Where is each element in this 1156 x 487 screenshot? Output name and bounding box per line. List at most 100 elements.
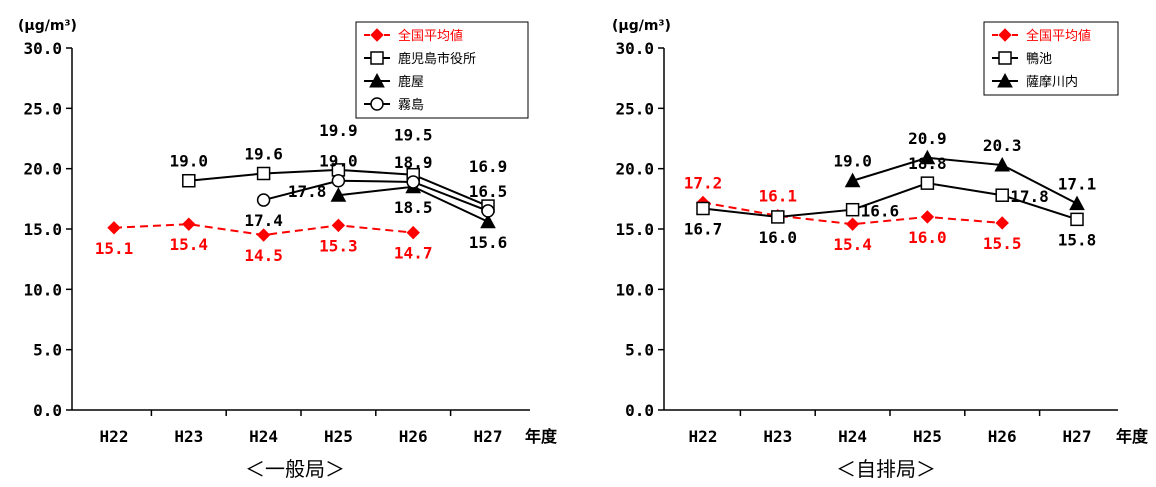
legend-marker [997, 72, 1013, 88]
x-tick-label: H24 [249, 427, 278, 446]
panel-title: ＜自排局＞ [836, 457, 936, 481]
y-tick-label: 0.0 [33, 401, 62, 420]
legend-label: 全国平均値 [398, 28, 463, 44]
data-point [919, 149, 936, 165]
data-point [696, 201, 710, 216]
data-label: 18.5 [394, 198, 433, 217]
data-label: 14.5 [244, 246, 283, 265]
data-point [406, 225, 420, 240]
x-axis-label: 年度 [525, 427, 558, 446]
y-tick-label: 25.0 [615, 99, 654, 118]
data-point [331, 218, 346, 233]
chart-panel-2: 0.0 5.0 10.0 15.0 20.0 25.0 30.0 H22 H23 H24 H25 H2… [612, 18, 1149, 481]
legend-marker [370, 51, 384, 65]
data-label: 16.9 [469, 157, 508, 176]
data-label: 17.4 [244, 211, 283, 230]
y-tick-label: 0.0 [625, 401, 654, 420]
data-label: 16.1 [759, 187, 798, 206]
legend-marker [369, 72, 385, 88]
data-label: 16.7 [684, 219, 723, 238]
data-point [844, 172, 861, 188]
data-point [481, 204, 495, 218]
data-point [1070, 212, 1084, 227]
y-tick-label: 5.0 [33, 341, 62, 360]
x-tick-label: H25 [324, 427, 353, 446]
series-4 [256, 173, 495, 218]
data-point [994, 156, 1011, 172]
legend-label: 霧島 [398, 98, 424, 113]
data-label: 15.6 [469, 233, 508, 252]
x-tick-label: H25 [913, 427, 942, 446]
y-tick-label: 30.0 [615, 39, 654, 58]
y-tick-label: 20.0 [615, 160, 654, 179]
data-point [1069, 195, 1085, 211]
series-2 [696, 176, 1084, 227]
legend-label: 全国平均値 [1026, 28, 1091, 44]
data-label: 19.5 [394, 126, 433, 145]
data-point [845, 217, 860, 231]
x-axis-label: 年度 [1116, 427, 1149, 446]
series-1 [107, 217, 420, 242]
data-point [920, 210, 935, 224]
x-tick-label: H24 [838, 427, 867, 446]
data-point [406, 175, 420, 189]
data-point [331, 173, 346, 188]
data-label: 16.6 [861, 202, 900, 221]
data-point [182, 173, 196, 188]
series-3 [844, 149, 1085, 211]
data-label: 16.0 [759, 228, 798, 247]
legend-label: 鹿屋 [398, 74, 424, 90]
series-line [702, 182, 1078, 221]
y-tick-label: 30.0 [23, 39, 62, 58]
x-tick-label: H23 [763, 427, 792, 446]
data-label: 19.0 [319, 152, 358, 171]
data-point [995, 188, 1009, 202]
data-label: 19.9 [319, 121, 358, 140]
y-tick-label: 25.0 [23, 99, 62, 118]
data-point [107, 221, 121, 235]
data-label: 18.8 [908, 154, 947, 173]
data-label: 15.4 [833, 235, 872, 254]
legend-marker [998, 51, 1012, 65]
y-tick-label: 10.0 [615, 280, 654, 299]
series-line [702, 201, 1003, 226]
data-label: 17.8 [1010, 187, 1049, 206]
data-point [995, 216, 1009, 230]
y-tick-label: 20.0 [23, 160, 62, 179]
x-tick-label: H27 [1063, 427, 1092, 446]
series-line [852, 156, 1078, 205]
data-point [480, 213, 496, 229]
data-label: 17.2 [684, 173, 723, 192]
x-tick-label: H27 [474, 427, 503, 446]
legend-label: 薩摩川内 [1026, 74, 1078, 90]
data-label: 19.6 [244, 144, 283, 163]
y-tick-label: 5.0 [625, 341, 654, 360]
data-label: 16.0 [908, 228, 947, 247]
data-label: 14.7 [394, 244, 433, 263]
data-label: 20.3 [983, 136, 1022, 155]
data-label: 15.1 [95, 239, 134, 258]
y-tick-label: 15.0 [23, 220, 62, 239]
data-point [256, 193, 271, 207]
data-label: 15.4 [170, 235, 209, 254]
x-tick-label: H23 [174, 427, 203, 446]
x-tick-label: H26 [399, 427, 428, 446]
unit-label: (μg/m³) [612, 18, 671, 34]
legend-label: 鹿児島市役所 [398, 51, 476, 67]
chart-panel-1: 0.0 5.0 10.0 15.0 20.0 25.0 30.0 H22 H23 H24 H25 H2… [18, 18, 558, 481]
data-point [182, 217, 196, 231]
data-label: 17.1 [1058, 175, 1097, 194]
data-label: 19.0 [170, 152, 209, 171]
y-tick-label: 10.0 [23, 280, 62, 299]
data-point [771, 210, 785, 224]
legend-marker [370, 28, 384, 42]
panel-title: ＜一般局＞ [245, 457, 345, 481]
legend-marker [370, 97, 384, 111]
data-point [256, 228, 271, 242]
data-label: 17.8 [288, 182, 327, 201]
legend-marker [998, 28, 1012, 42]
data-point [920, 176, 935, 190]
